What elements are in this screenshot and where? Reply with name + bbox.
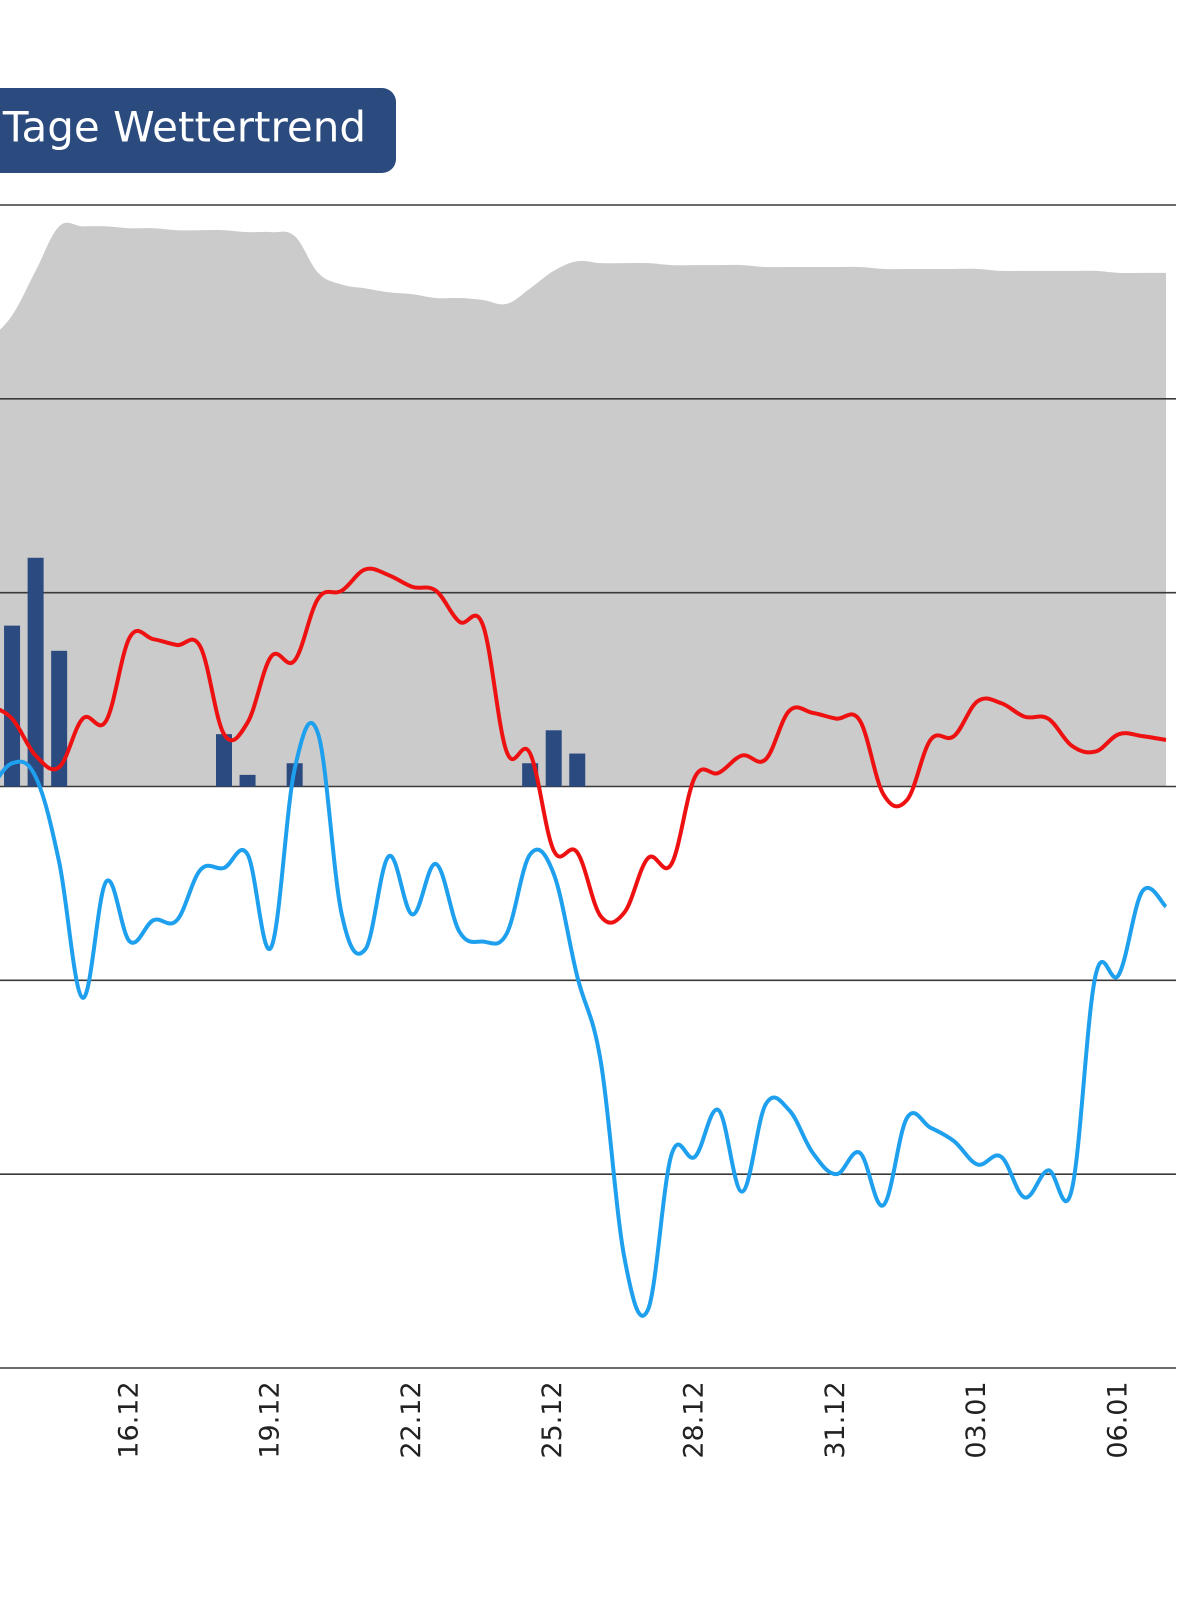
area [0,222,1166,787]
bar [27,557,44,787]
x-axis: 16.12 19.12 22.12 25.12 28.12 31.12 03.01 06.01 [113,1381,1133,1458]
line [0,566,1167,925]
x-tick-label: 06.01 [1102,1381,1133,1458]
x-tick-label: 03.01 [961,1381,992,1458]
x-tick-label: 16.12 [113,1381,144,1458]
title-badge [0,88,396,173]
line [0,720,1168,1318]
chart-title: Tage Wettertrend [2,103,366,152]
bar [569,753,586,787]
x-tick-label: 22.12 [396,1381,427,1458]
x-tick-label: 25.12 [537,1381,568,1458]
x-tick-label: 28.12 [679,1381,710,1458]
x-tick-label: 19.12 [255,1381,286,1458]
bar [545,730,562,787]
plot-area [0,204,1176,1369]
bar [4,625,21,787]
bar [239,774,256,787]
bar [51,650,68,787]
bar [216,734,232,787]
x-tick-label: 31.12 [820,1381,851,1458]
